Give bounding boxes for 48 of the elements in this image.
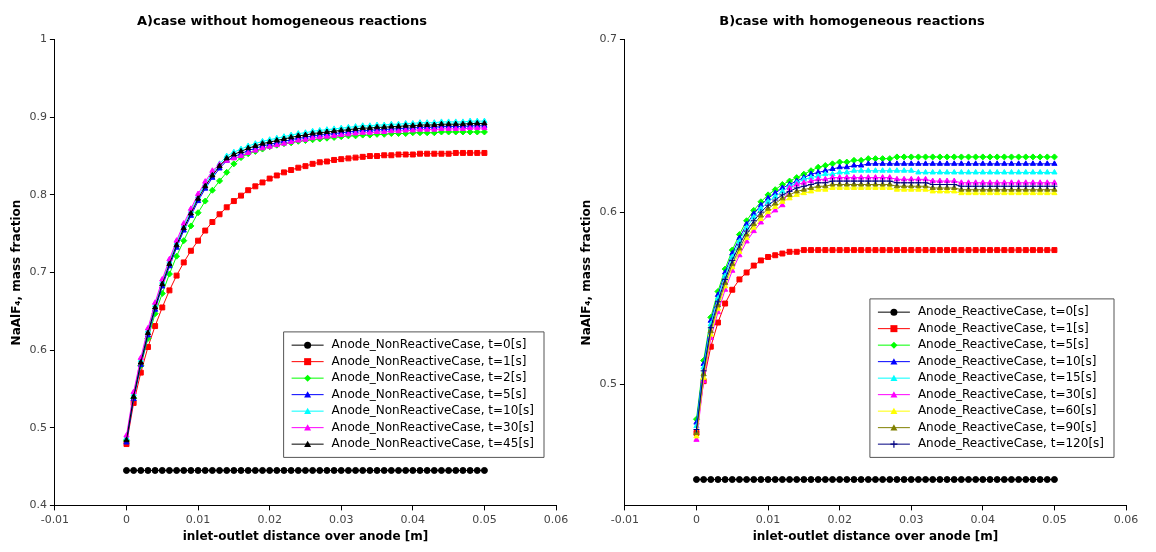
- y-tick-label: 0.5: [29, 420, 47, 434]
- legend-label: Anode_NonReactiveCase, t=1[s]: [331, 353, 527, 368]
- y-axis-title: NaAlF₄, mass fraction: [9, 199, 24, 346]
- legend-label: Anode_ReactiveCase, t=120[s]: [917, 436, 1105, 451]
- legend-label: Anode_NonReactiveCase, t=0[s]: [331, 337, 527, 352]
- legend-label: Anode_ReactiveCase, t=60[s]: [917, 403, 1097, 418]
- x-tick-label: -0.01: [40, 512, 70, 526]
- legend-label: Anode_ReactiveCase, t=30[s]: [917, 386, 1097, 401]
- legend-label: Anode_ReactiveCase, t=5[s]: [917, 337, 1089, 352]
- legend-label: Anode_NonReactiveCase, t=2[s]: [331, 370, 527, 385]
- y-tick-label: 0.4: [29, 498, 47, 512]
- y-tick-label: 0.9: [29, 110, 47, 124]
- legend-label: Anode_ReactiveCase, t=15[s]: [917, 370, 1097, 385]
- legend-label: Anode_ReactiveCase, t=0[s]: [917, 304, 1089, 319]
- x-tick-label: 0.03: [898, 512, 924, 526]
- x-axis-title: inlet-outlet distance over anode [m]: [182, 528, 429, 543]
- x-tick-label: 0.02: [827, 512, 852, 526]
- x-tick-label: 0.03: [328, 512, 354, 526]
- y-tick-label: 0.8: [29, 187, 47, 201]
- chart-title: B)case with homogeneous reactions: [719, 13, 985, 29]
- legend-label: Anode_ReactiveCase, t=10[s]: [917, 353, 1097, 368]
- x-tick-label: -0.01: [610, 512, 640, 526]
- legend-label: Anode_NonReactiveCase, t=10[s]: [331, 403, 535, 418]
- x-tick-label: 0: [692, 512, 700, 526]
- legend-label: Anode_ReactiveCase, t=1[s]: [917, 320, 1089, 335]
- y-tick-label: 0.5: [599, 377, 617, 391]
- y-axis-title: NaAlF₄, mass fraction: [579, 199, 594, 346]
- y-tick-label: 0.7: [599, 32, 617, 46]
- legend-label: Anode_NonReactiveCase, t=5[s]: [331, 386, 527, 401]
- x-tick-label: 0.01: [185, 512, 211, 526]
- x-tick-label: 0.04: [970, 512, 996, 526]
- x-tick-label: 0.05: [472, 512, 497, 526]
- chart-title: A)case without homogeneous reactions: [136, 13, 428, 29]
- x-tick-label: 0: [122, 512, 130, 526]
- legend-label: Anode_NonReactiveCase, t=45[s]: [331, 436, 535, 451]
- y-tick-label: 0.6: [29, 342, 47, 356]
- x-tick-label: 0.02: [257, 512, 282, 526]
- y-tick-label: 0.7: [29, 265, 47, 279]
- y-tick-label: 0.6: [599, 204, 617, 218]
- legend-label: Anode_ReactiveCase, t=90[s]: [917, 419, 1097, 434]
- x-tick-label: 0.06: [1113, 512, 1139, 526]
- x-axis-title: inlet-outlet distance over anode [m]: [752, 528, 999, 543]
- x-tick-label: 0.04: [400, 512, 426, 526]
- legend-label: Anode_NonReactiveCase, t=30[s]: [331, 419, 535, 434]
- x-tick-label: 0.05: [1042, 512, 1067, 526]
- x-tick-label: 0.06: [543, 512, 569, 526]
- y-tick-label: 1: [39, 32, 47, 46]
- x-tick-label: 0.01: [755, 512, 781, 526]
